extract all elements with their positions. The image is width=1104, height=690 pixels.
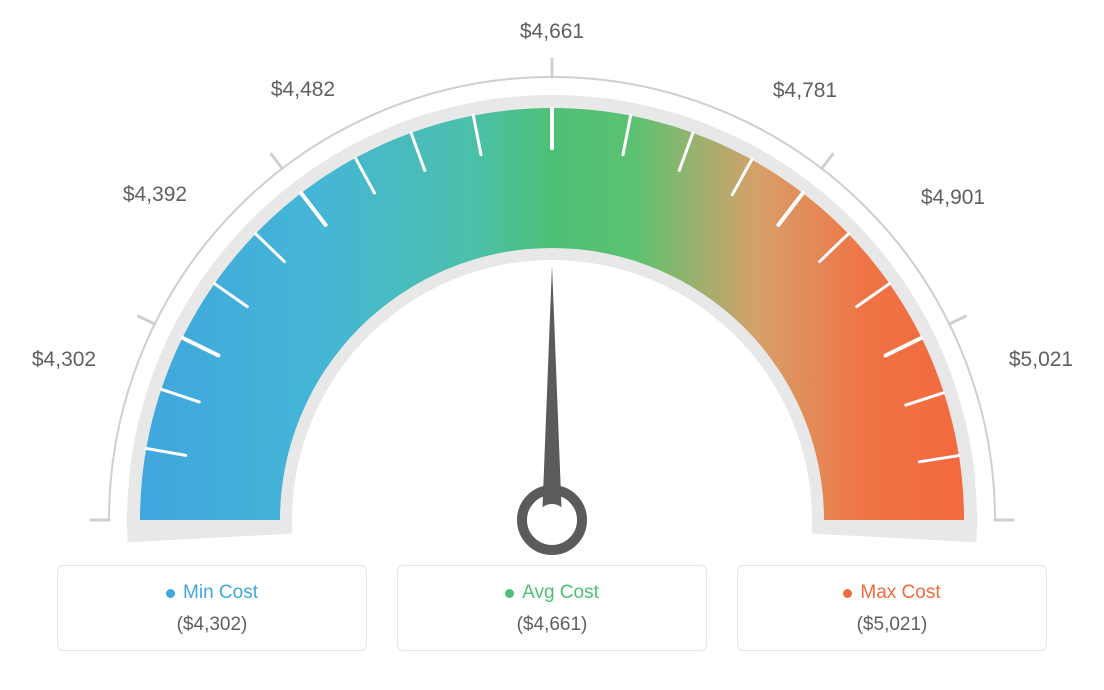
- cost-gauge-chart: $4,302 $4,392 $4,482 $4,661 $4,781 $4,901 $5,0…: [0, 0, 1104, 690]
- legend-card-max: Max Cost ($5,021): [737, 565, 1047, 651]
- legend-max-value: ($5,021): [748, 614, 1036, 636]
- gauge-tick-label: $4,302: [32, 348, 96, 372]
- legend-card-avg: Avg Cost ($4,661): [397, 565, 707, 651]
- legend-row: Min Cost ($4,302) Avg Cost ($4,661) Max …: [0, 565, 1104, 651]
- dot-icon: [505, 589, 514, 598]
- legend-min-title: Min Cost: [183, 582, 258, 604]
- legend-card-min: Min Cost ($4,302): [57, 565, 367, 651]
- gauge-tick-label: $4,901: [921, 186, 985, 210]
- gauge-tick-label: $4,392: [123, 183, 187, 207]
- dot-icon: [843, 589, 852, 598]
- legend-max-title: Max Cost: [860, 582, 940, 604]
- gauge-svg: [0, 0, 1104, 560]
- gauge-area: $4,302 $4,392 $4,482 $4,661 $4,781 $4,901 $5,0…: [0, 0, 1104, 560]
- gauge-tick-label: $4,482: [271, 78, 335, 102]
- legend-avg-title: Avg Cost: [522, 582, 599, 604]
- gauge-tick-label: $4,781: [773, 79, 837, 103]
- gauge-tick-label: $5,021: [1009, 348, 1073, 372]
- dot-icon: [166, 589, 175, 598]
- gauge-tick-label: $4,661: [520, 20, 584, 44]
- legend-min-value: ($4,302): [68, 614, 356, 636]
- legend-avg-value: ($4,661): [408, 614, 696, 636]
